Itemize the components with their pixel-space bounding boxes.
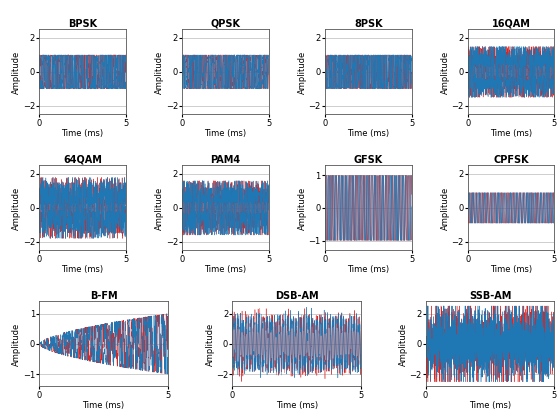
X-axis label: Time (ms): Time (ms) <box>82 401 125 410</box>
X-axis label: Time (ms): Time (ms) <box>469 401 511 410</box>
X-axis label: Time (ms): Time (ms) <box>347 265 389 274</box>
X-axis label: Time (ms): Time (ms) <box>276 401 318 410</box>
Y-axis label: Amplitude: Amplitude <box>298 50 307 94</box>
Y-axis label: Amplitude: Amplitude <box>12 186 21 229</box>
Y-axis label: Amplitude: Amplitude <box>441 186 450 229</box>
Title: SSB-AM: SSB-AM <box>469 291 511 301</box>
Y-axis label: Amplitude: Amplitude <box>12 322 21 365</box>
X-axis label: Time (ms): Time (ms) <box>204 129 246 138</box>
Y-axis label: Amplitude: Amplitude <box>399 322 408 365</box>
Y-axis label: Amplitude: Amplitude <box>155 186 164 229</box>
X-axis label: Time (ms): Time (ms) <box>490 265 532 274</box>
X-axis label: Time (ms): Time (ms) <box>62 129 104 138</box>
Y-axis label: Amplitude: Amplitude <box>298 186 307 229</box>
X-axis label: Time (ms): Time (ms) <box>490 129 532 138</box>
Title: CPFSK: CPFSK <box>493 155 529 165</box>
X-axis label: Time (ms): Time (ms) <box>204 265 246 274</box>
Title: 16QAM: 16QAM <box>492 18 530 29</box>
Title: B-FM: B-FM <box>90 291 118 301</box>
Y-axis label: Amplitude: Amplitude <box>12 50 21 94</box>
Title: 8PSK: 8PSK <box>354 18 382 29</box>
Title: 64QAM: 64QAM <box>63 155 102 165</box>
Y-axis label: Amplitude: Amplitude <box>155 50 164 94</box>
X-axis label: Time (ms): Time (ms) <box>62 265 104 274</box>
Title: PAM4: PAM4 <box>211 155 240 165</box>
Title: GFSK: GFSK <box>353 155 383 165</box>
Y-axis label: Amplitude: Amplitude <box>206 322 214 365</box>
Title: DSB-AM: DSB-AM <box>275 291 319 301</box>
Y-axis label: Amplitude: Amplitude <box>441 50 450 94</box>
Title: QPSK: QPSK <box>211 18 240 29</box>
X-axis label: Time (ms): Time (ms) <box>347 129 389 138</box>
Title: BPSK: BPSK <box>68 18 97 29</box>
